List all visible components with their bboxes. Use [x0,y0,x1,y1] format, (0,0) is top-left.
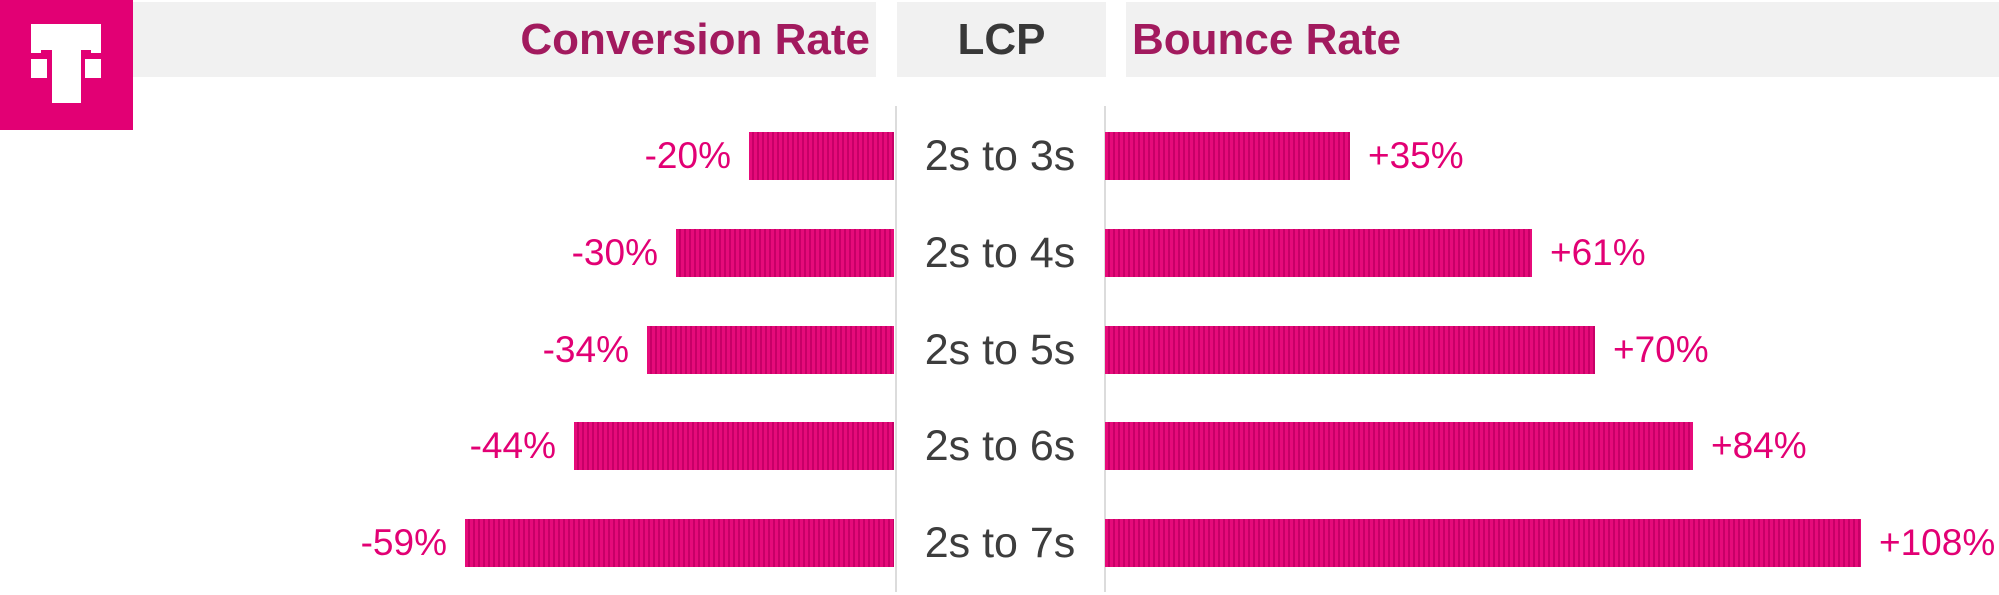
conversion-rate-value: -59% [360,522,447,563]
center-column-divider-left [895,106,897,592]
conversion-rate-bar [749,132,894,180]
bounce-rate-bar [1105,326,1595,374]
conversion-rate-value: -30% [571,232,658,273]
conversion-rate-value: -34% [542,329,629,370]
header-band-left [133,2,876,77]
lcp-range-label: 2s to 3s [924,132,1076,180]
header-band-right [1126,2,1999,77]
conversion-rate-bar [676,229,894,277]
telekom-t-icon [31,24,101,103]
bounce-rate-value: +108% [1879,522,1996,563]
conversion-rate-bar [465,519,894,567]
header-band-center [897,2,1106,77]
bounce-rate-bar [1105,132,1350,180]
bounce-rate-bar [1105,422,1693,470]
lcp-header: LCP [957,15,1046,64]
bounce-rate-value: +70% [1613,329,1709,370]
lcp-range-label: 2s to 4s [924,229,1076,277]
lcp-range-label: 2s to 5s [924,326,1076,374]
conversion-rate-bar [574,422,894,470]
bounce-rate-value: +35% [1368,135,1464,176]
conversion-rate-header: Conversion Rate [520,15,870,64]
bounce-rate-value: +61% [1550,232,1646,273]
conversion-rate-value: -20% [644,135,731,176]
bounce-rate-header: Bounce Rate [1132,15,1401,64]
lcp-range-label: 2s to 7s [924,519,1076,567]
conversion-rate-bar [647,326,894,374]
bounce-rate-value: +84% [1711,425,1807,466]
conversion-rate-value: -44% [469,425,556,466]
lcp-range-label: 2s to 6s [924,422,1076,470]
bounce-rate-bar [1105,519,1861,567]
t-mobile-logo [0,0,133,130]
bounce-rate-bar [1105,229,1532,277]
